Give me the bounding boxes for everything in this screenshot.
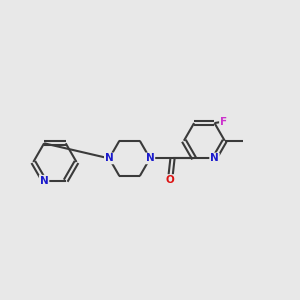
Text: N: N bbox=[146, 153, 154, 164]
Text: N: N bbox=[105, 153, 114, 164]
Text: N: N bbox=[40, 176, 49, 186]
Text: N: N bbox=[210, 153, 219, 164]
Text: F: F bbox=[220, 117, 227, 127]
Text: O: O bbox=[166, 175, 175, 185]
